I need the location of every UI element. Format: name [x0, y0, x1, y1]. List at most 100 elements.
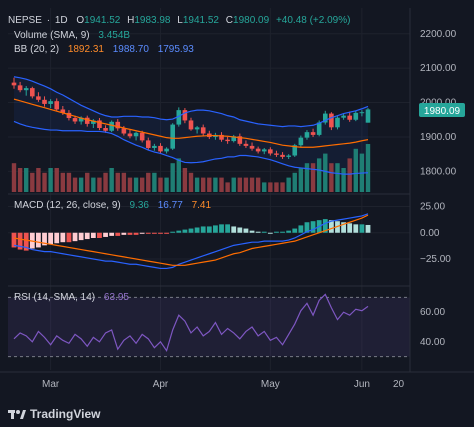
candle-body: [176, 110, 182, 125]
legend-volume-row[interactable]: Volume (SMA, 9) 3.454B: [14, 30, 130, 41]
macd-histogram-bar: [158, 232, 163, 234]
volume-bar: [323, 153, 328, 192]
candle-body: [322, 113, 328, 123]
volume-bar: [78, 177, 84, 192]
volume-bar: [109, 168, 114, 192]
legend-rsi-row[interactable]: RSI (14, SMA, 14) 63.95: [14, 292, 129, 303]
candle-body: [310, 132, 316, 135]
change-value: +40.48 (+2.09%): [276, 15, 351, 26]
volume-bar: [158, 177, 163, 192]
candle-body: [127, 133, 133, 137]
candle-body: [286, 155, 291, 157]
volume-bar: [152, 172, 157, 192]
macd-histogram-bar: [243, 228, 249, 233]
candle-body: [182, 110, 188, 121]
macd-histogram-bar: [304, 222, 310, 233]
bb-basis-line: [13, 98, 369, 148]
legend-macd-row[interactable]: MACD (12, 26, close, 9) 9.36 16.77 7.41: [14, 200, 211, 211]
rsi-tick-label: 60.00: [420, 307, 445, 318]
tradingview-brand: TradingView: [30, 407, 101, 421]
rsi-pane[interactable]: [8, 285, 410, 358]
macd-histogram-bar: [60, 232, 66, 243]
candle-body: [48, 101, 53, 104]
macd-histogram-bar: [176, 230, 182, 233]
macd-histogram-bar: [121, 232, 127, 235]
legend-bb-row[interactable]: BB (20, 2) 1892.31 1988.70 1795.93: [14, 44, 194, 55]
macd-histogram-bar: [219, 224, 224, 233]
volume-bar: [60, 172, 66, 192]
volume-bar: [97, 177, 102, 192]
macd-histogram-bar: [36, 232, 41, 248]
macd-histogram-bar: [127, 232, 133, 235]
time-tick-label: Apr: [153, 379, 169, 390]
macd-histogram-bar: [292, 228, 298, 233]
macd-histogram-bar: [151, 232, 157, 234]
candle-body: [243, 143, 249, 146]
volume-bar: [243, 177, 249, 192]
candle-body: [274, 153, 279, 155]
high-value: 1983.98: [134, 15, 171, 26]
macd-histogram-bar: [90, 232, 96, 238]
macd-histogram-bar: [298, 225, 304, 233]
time-tick-label: May: [261, 379, 280, 390]
macd-pane[interactable]: [8, 193, 410, 270]
volume-bar: [139, 177, 145, 192]
legend-ohlc-row[interactable]: NEPSE · 1D O1941.52 H1983.98 L1941.52 C1…: [8, 15, 350, 26]
candle-body: [292, 145, 298, 156]
macd-histogram-bar: [261, 231, 267, 233]
bb-basis-value: 1892.31: [68, 44, 105, 55]
macd-histogram-bar: [188, 228, 194, 233]
candle-body: [103, 128, 108, 131]
volume-bar: [304, 163, 310, 192]
candle-body: [23, 88, 29, 91]
close-value: 1980.09: [233, 15, 270, 26]
macd-histogram-bar: [42, 232, 47, 246]
macd-histogram-bar: [103, 232, 108, 237]
candle-body: [158, 145, 163, 152]
volume-bar: [36, 168, 41, 192]
macd-histogram-bar: [84, 232, 90, 240]
macd-histogram-bar: [341, 222, 346, 233]
macd-histogram-bar: [23, 232, 29, 251]
symbol-label: NEPSE: [8, 15, 42, 26]
macd-histogram-bar: [54, 232, 60, 244]
volume-label: Volume (SMA, 9): [14, 30, 90, 41]
macd-histogram-bar: [231, 226, 237, 233]
bb-lower-line: [13, 120, 369, 175]
volume-bar: [341, 168, 346, 192]
macd-histogram-bar: [206, 226, 212, 233]
macd-label: MACD (12, 26, close, 9): [14, 200, 121, 211]
candle-body: [66, 112, 72, 119]
price-tick-label: 2200.00: [420, 29, 457, 40]
macd-signal-line: [13, 214, 369, 266]
macd-histogram-bar: [328, 220, 334, 233]
candle-body: [231, 136, 237, 142]
tradingview-logo-icon: [8, 410, 26, 419]
candle-body: [164, 148, 169, 152]
volume-bar: [188, 172, 194, 192]
macd-histogram-bar: [225, 224, 231, 233]
macd-histogram-bar: [347, 223, 353, 233]
macd-histogram-bar: [66, 232, 72, 243]
volume-bar: [353, 148, 358, 192]
candle-body: [11, 82, 17, 86]
macd-histogram-bar: [164, 232, 169, 234]
volume-bar: [249, 177, 255, 192]
macd-histogram-bar: [359, 224, 365, 233]
time-tick-label: 20: [393, 379, 405, 390]
candle-body: [139, 132, 145, 141]
candle-body: [200, 127, 206, 134]
macd-histogram-bar: [310, 221, 316, 233]
volume-bar: [335, 163, 340, 192]
candle-body: [121, 128, 127, 134]
volume-bar: [292, 172, 297, 192]
macd-hist-value: 7.41: [192, 200, 212, 211]
last-price-tag: [419, 103, 465, 117]
candle-body: [280, 154, 285, 157]
tradingview-footer[interactable]: TradingView: [8, 407, 100, 421]
macd-histogram-bar: [286, 230, 292, 233]
volume-bar: [201, 177, 206, 192]
macd-histogram-bar: [17, 232, 23, 250]
macd-histogram-bar: [97, 232, 102, 238]
